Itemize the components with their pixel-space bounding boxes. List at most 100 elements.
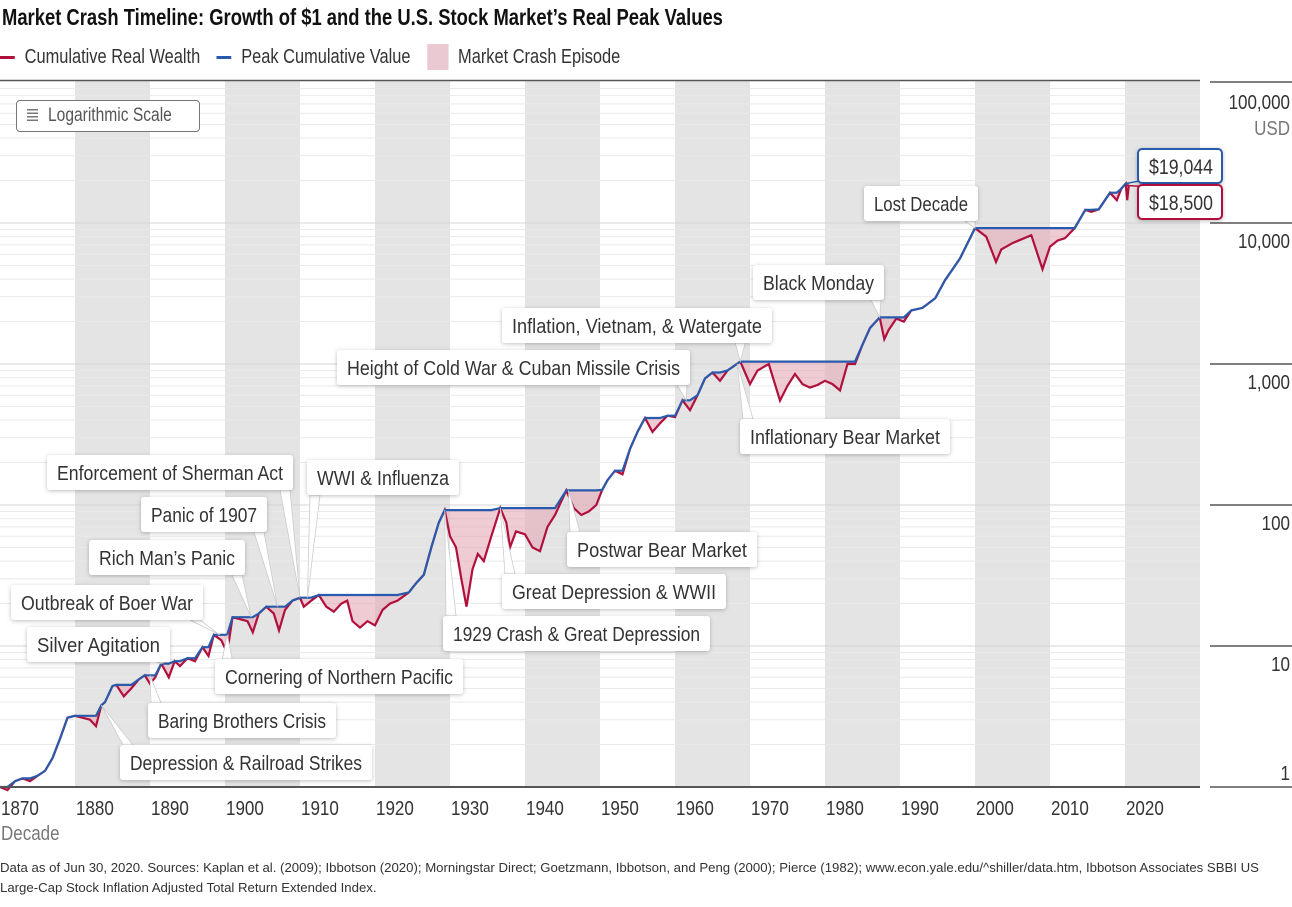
end-value-text: $18,500 bbox=[1149, 192, 1213, 215]
callout-box bbox=[89, 540, 245, 575]
y-tick-label: 100 bbox=[1262, 512, 1290, 535]
chart-title: Market Crash Timeline: Growth of $1 and … bbox=[2, 4, 723, 30]
annotation-callout[interactable]: Postwar Bear Market bbox=[567, 490, 757, 567]
legend-swatch bbox=[216, 55, 232, 59]
callout-label: Silver Agitation bbox=[37, 635, 160, 657]
callout-label: Panic of 1907 bbox=[151, 505, 257, 527]
legend-item-real-wealth[interactable]: Cumulative Real Wealth bbox=[0, 46, 200, 69]
callout-label: Postwar Bear Market bbox=[577, 540, 747, 562]
callout-label: Baring Brothers Crisis bbox=[158, 711, 326, 733]
x-tick-label: 1950 bbox=[601, 797, 639, 820]
x-tick-label: 1870 bbox=[1, 797, 39, 820]
y-tick-label: 100,000 bbox=[1229, 91, 1290, 114]
annotation-callout[interactable]: Black Monday bbox=[753, 265, 884, 319]
callout-label: WWI & Influenza bbox=[317, 468, 450, 490]
legend-label: Market Crash Episode bbox=[458, 45, 621, 68]
callout-label: Cornering of Northern Pacific bbox=[225, 667, 453, 689]
annotation-callout[interactable]: Enforcement of Sherman Act bbox=[47, 455, 301, 598]
end-value-text: $19,044 bbox=[1149, 156, 1213, 179]
annotation-callout[interactable]: Inflation, Vietnam, & Watergate bbox=[502, 308, 772, 364]
callout-pointer bbox=[189, 619, 220, 636]
annotation-callout[interactable]: Panic of 1907 bbox=[141, 497, 278, 607]
annotation-callout[interactable]: Outbreak of Boer War bbox=[11, 585, 220, 636]
legend-label: Cumulative Real Wealth bbox=[24, 45, 201, 68]
annotation-callout[interactable]: Depression & Railroad Strikes bbox=[100, 705, 372, 780]
x-tick-label: 1920 bbox=[376, 797, 414, 820]
callout-box bbox=[215, 659, 463, 694]
decade-band bbox=[975, 80, 1050, 787]
callout-label: Inflationary Bear Market bbox=[750, 427, 940, 449]
series-peak-value-line bbox=[0, 182, 1129, 789]
callout-box bbox=[27, 627, 170, 662]
y-tick-label: 1,000 bbox=[1247, 371, 1290, 394]
y-tick-label: 10 bbox=[1271, 653, 1290, 676]
callout-label: Black Monday bbox=[763, 273, 874, 295]
x-tick-label: 1990 bbox=[901, 797, 939, 820]
x-tick-label: 1930 bbox=[451, 797, 489, 820]
annotation-callout[interactable]: Inflationary Bear Market bbox=[736, 363, 950, 454]
callout-label: Outbreak of Boer War bbox=[21, 593, 193, 615]
callout-box bbox=[47, 455, 293, 490]
x-tick-label: 2010 bbox=[1051, 797, 1089, 820]
callout-box bbox=[337, 350, 690, 385]
x-tick-label: 2000 bbox=[976, 797, 1014, 820]
callout-label: Depression & Railroad Strikes bbox=[130, 753, 362, 775]
callout-box bbox=[502, 574, 726, 609]
end-value-label-peak: $19,044 bbox=[1125, 148, 1223, 185]
callout-label: Height of Cold War & Cuban Missile Crisi… bbox=[347, 358, 680, 380]
scale-toggle-label: Logarithmic Scale bbox=[47, 105, 172, 126]
callout-box bbox=[753, 265, 884, 300]
decade-band bbox=[675, 80, 750, 787]
end-value-label-real: $18,500 bbox=[1125, 184, 1223, 220]
x-tick-label: 1960 bbox=[676, 797, 714, 820]
legend-label: Peak Cumulative Value bbox=[241, 45, 411, 68]
callout-pointer bbox=[149, 675, 162, 704]
annotation-callout[interactable]: Rich Man’s Panic bbox=[89, 540, 252, 618]
annotation-callout[interactable]: Lost Decade bbox=[864, 186, 978, 229]
callout-pointer bbox=[307, 494, 321, 598]
y-axis-unit: USD bbox=[1254, 117, 1290, 140]
x-tick-label: 1900 bbox=[226, 797, 264, 820]
callout-label: Lost Decade bbox=[874, 194, 968, 216]
callout-label: Inflation, Vietnam, & Watergate bbox=[512, 316, 762, 338]
callout-box bbox=[120, 745, 372, 780]
end-value-box bbox=[1137, 184, 1223, 220]
legend: Cumulative Real Wealth Peak Cumulative V… bbox=[0, 44, 637, 70]
annotation-callout[interactable]: Silver Agitation bbox=[27, 627, 170, 665]
x-tick-label: 1890 bbox=[151, 797, 189, 820]
callout-box bbox=[502, 308, 772, 343]
callout-box bbox=[567, 532, 757, 567]
legend-swatch bbox=[0, 55, 15, 59]
callout-label: Great Depression & WWII bbox=[512, 582, 716, 604]
annotation-callout[interactable]: 1929 Crash & Great Depression bbox=[443, 510, 710, 651]
callout-box bbox=[740, 419, 950, 454]
legend-swatch bbox=[426, 44, 449, 70]
x-tick-label: 1980 bbox=[826, 797, 864, 820]
callout-box bbox=[307, 460, 459, 495]
list-icon bbox=[27, 109, 38, 123]
decade-band bbox=[525, 80, 600, 787]
x-tick-label: 1940 bbox=[526, 797, 564, 820]
legend-item-peak-value[interactable]: Peak Cumulative Value bbox=[216, 45, 411, 69]
annotation-callout[interactable]: Height of Cold War & Cuban Missile Crisi… bbox=[337, 350, 690, 402]
decade-band bbox=[75, 80, 150, 787]
annotation-callout[interactable]: Great Depression & WWII bbox=[499, 508, 726, 609]
annotation-callout[interactable]: Baring Brothers Crisis bbox=[148, 675, 336, 738]
callout-label: Enforcement of Sherman Act bbox=[57, 463, 283, 485]
annotation-callout[interactable]: Cornering of Northern Pacific bbox=[215, 634, 463, 694]
footer-sources: Data as of Jun 30, 2020. Sources: Kaplan… bbox=[0, 860, 1259, 895]
callout-box bbox=[11, 585, 203, 620]
logarithmic-scale-toggle[interactable]: Logarithmic Scale bbox=[16, 100, 200, 132]
end-value-box bbox=[1137, 148, 1223, 184]
callout-pointer bbox=[963, 220, 976, 229]
x-tick-label: 1880 bbox=[76, 797, 114, 820]
x-tick-label: 1910 bbox=[301, 797, 339, 820]
x-tick-label: 2020 bbox=[1126, 797, 1164, 820]
callout-box bbox=[864, 186, 978, 221]
annotation-callout[interactable]: WWI & Influenza bbox=[307, 460, 459, 598]
y-tick-label: 1 bbox=[1281, 762, 1290, 785]
legend-item-crash-episode[interactable]: Market Crash Episode bbox=[426, 44, 621, 70]
callout-box bbox=[443, 616, 710, 651]
callout-box bbox=[148, 703, 336, 738]
